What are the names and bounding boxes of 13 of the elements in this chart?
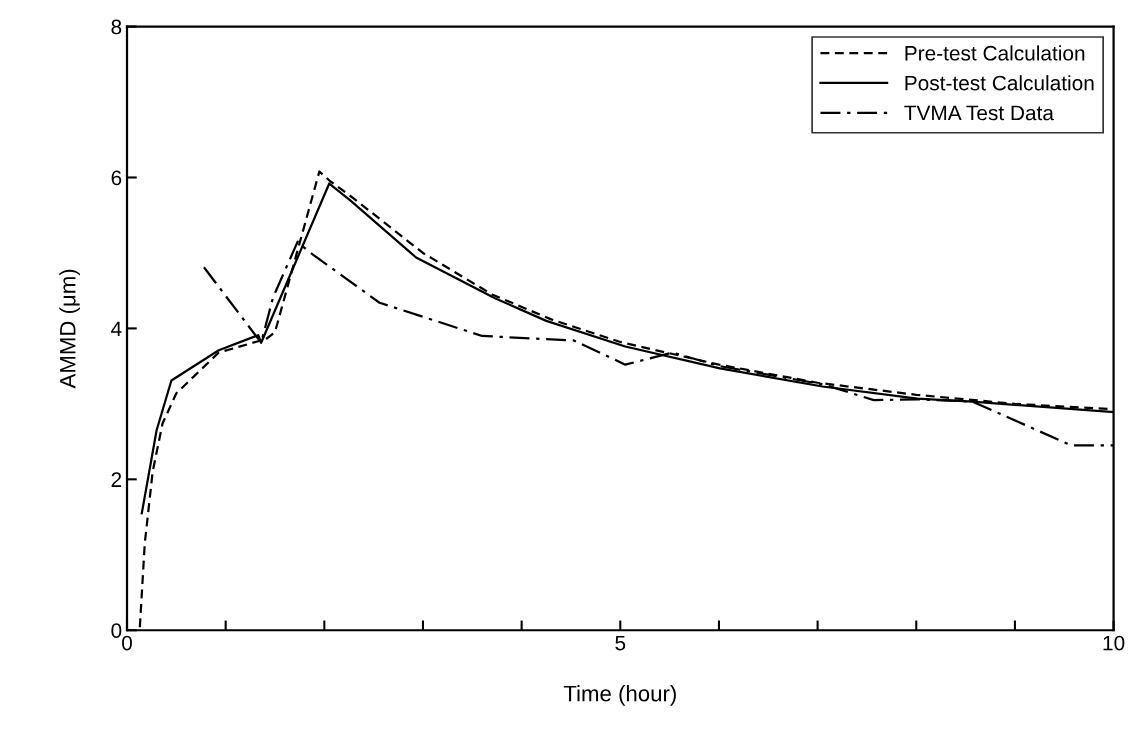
y-tick-label: 8 — [111, 19, 122, 35]
legend-label: Pre-test Calculation — [905, 45, 1085, 61]
y-tick-label: 0 — [111, 623, 122, 639]
x-tick-label: 0 — [122, 635, 132, 651]
legend-label: Post-test Calculation — [905, 75, 1094, 91]
legend-label: TVMA Test Data — [904, 105, 1054, 121]
y-axis-title: AMMD (μm) — [59, 269, 80, 389]
x-axis-title: Time (hour) — [563, 685, 676, 706]
x-tick-label: 10 — [1103, 635, 1125, 651]
x-tick-label: 5 — [615, 635, 626, 651]
y-tick-label: 6 — [111, 170, 122, 186]
y-tick-label: 2 — [111, 472, 122, 487]
y-tick-label: 4 — [111, 321, 122, 336]
